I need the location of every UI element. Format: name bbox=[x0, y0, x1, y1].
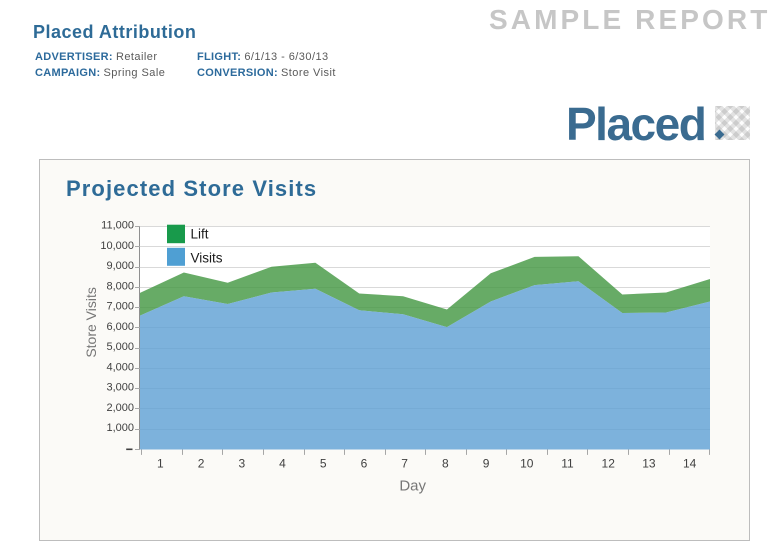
svg-text:7: 7 bbox=[401, 456, 408, 470]
svg-text:14: 14 bbox=[683, 456, 697, 470]
svg-text:4,000: 4,000 bbox=[106, 361, 134, 373]
svg-text:8: 8 bbox=[442, 456, 449, 470]
svg-text:13: 13 bbox=[642, 456, 656, 470]
svg-text:2: 2 bbox=[198, 456, 205, 470]
svg-text:4: 4 bbox=[279, 456, 286, 470]
svg-text:1,000: 1,000 bbox=[106, 422, 134, 434]
svg-text:6,000: 6,000 bbox=[106, 321, 134, 333]
svg-text:1: 1 bbox=[157, 456, 164, 470]
svg-text:9: 9 bbox=[483, 456, 490, 470]
svg-text:Lift: Lift bbox=[191, 227, 209, 242]
svg-text:6: 6 bbox=[361, 456, 368, 470]
svg-text:11: 11 bbox=[561, 456, 574, 470]
svg-text:Store Visits: Store Visits bbox=[83, 287, 99, 358]
svg-text:12: 12 bbox=[602, 456, 616, 470]
svg-text:3,000: 3,000 bbox=[106, 382, 134, 394]
svg-text:10: 10 bbox=[520, 456, 534, 470]
svg-text:2,000: 2,000 bbox=[106, 402, 134, 414]
svg-text:7,000: 7,000 bbox=[106, 301, 134, 313]
svg-text:Day: Day bbox=[399, 478, 426, 495]
svg-text:11,000: 11,000 bbox=[101, 220, 134, 232]
svg-text:5,000: 5,000 bbox=[106, 341, 134, 353]
svg-text:8,000: 8,000 bbox=[106, 280, 134, 292]
svg-text:3: 3 bbox=[238, 456, 245, 470]
svg-text:5: 5 bbox=[320, 456, 327, 470]
svg-text:9,000: 9,000 bbox=[106, 260, 134, 272]
svg-text:10,000: 10,000 bbox=[100, 240, 134, 252]
svg-text:Visits: Visits bbox=[191, 251, 223, 266]
